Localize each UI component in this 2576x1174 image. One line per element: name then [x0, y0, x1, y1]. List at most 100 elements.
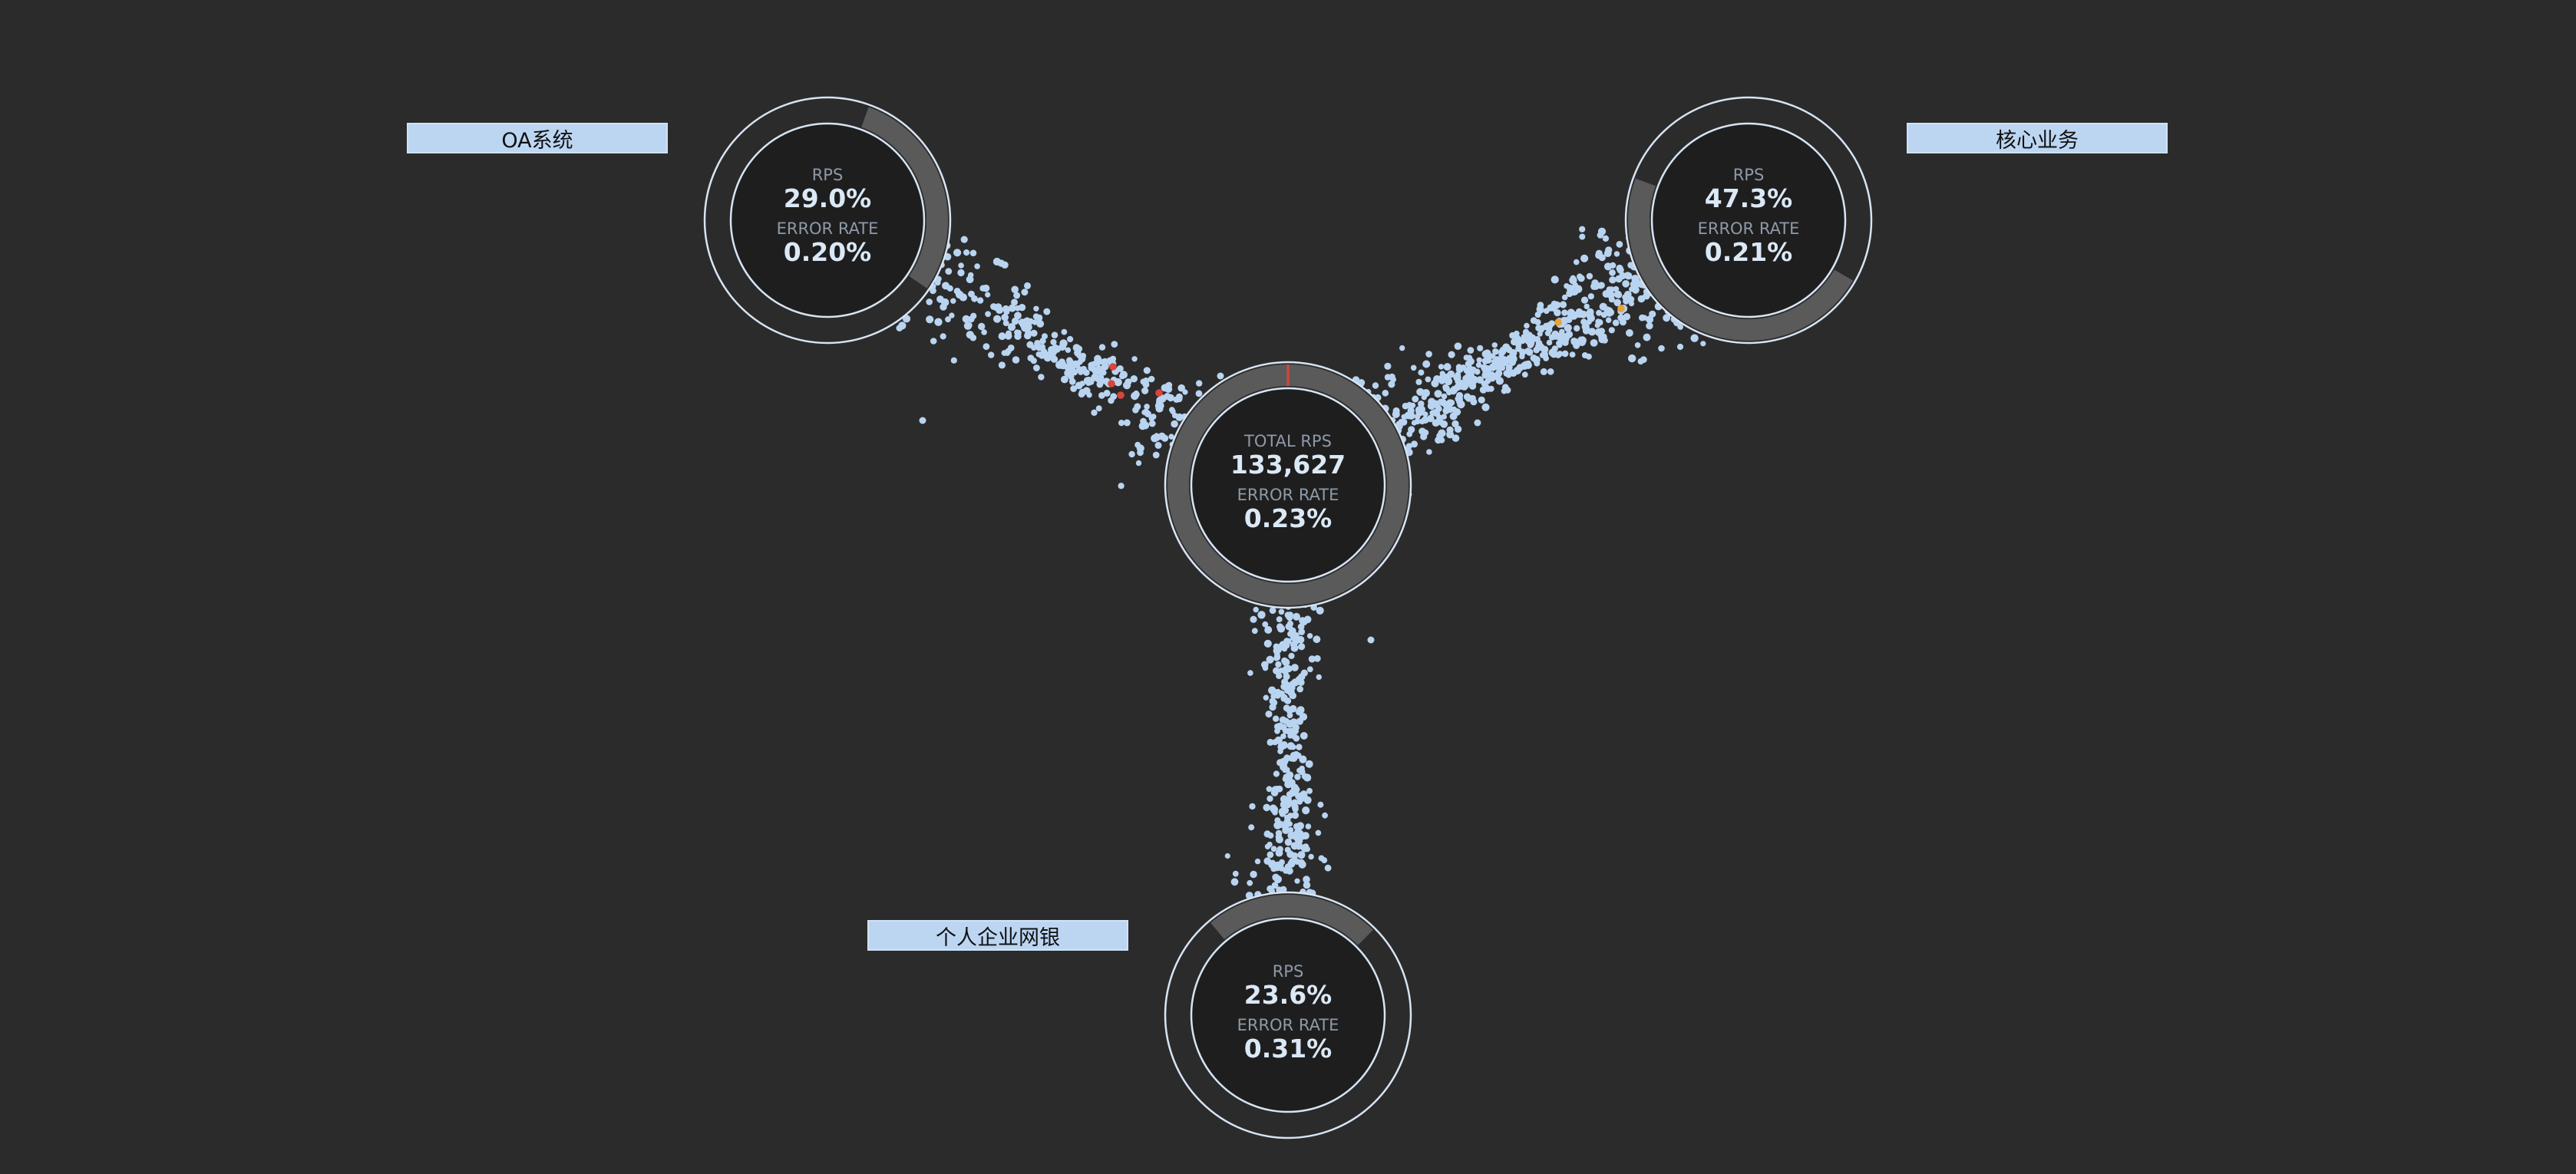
- request-particle: [1103, 390, 1111, 397]
- request-particle: [1058, 358, 1066, 366]
- oa-error-rate-label: ERROR RATE: [776, 219, 879, 238]
- request-particle: [1273, 667, 1280, 674]
- request-particle: [1438, 437, 1445, 444]
- request-particle: [1632, 285, 1640, 294]
- core-node[interactable]: [1624, 96, 1873, 345]
- request-particle: [1488, 374, 1496, 382]
- request-particle: [1030, 329, 1038, 337]
- request-particle: [1530, 317, 1537, 325]
- request-particle: [1646, 315, 1654, 324]
- request-particle: [1012, 356, 1020, 364]
- oa-node-label[interactable]: OA系统: [407, 123, 668, 153]
- request-particle: [1276, 820, 1284, 829]
- request-particle: [1690, 334, 1699, 342]
- request-particle: [1438, 364, 1445, 370]
- request-particle: [1280, 761, 1287, 770]
- request-particle: [1277, 743, 1286, 751]
- request-particle: [1367, 636, 1375, 644]
- request-particle: [1262, 664, 1269, 671]
- request-particle: [1446, 372, 1453, 379]
- core-rps-value: 47.3%: [1704, 183, 1793, 213]
- request-particle: [1382, 390, 1389, 397]
- oa-node[interactable]: [703, 96, 952, 345]
- request-particle: [1267, 851, 1274, 859]
- core-node-text[interactable]: RPS 47.3% ERROR RATE 0.21%: [1656, 166, 1841, 267]
- request-particle: [1613, 298, 1621, 307]
- request-particle: [1042, 333, 1048, 340]
- request-particle: [1492, 348, 1498, 355]
- request-particle: [988, 351, 995, 358]
- request-particle: [1072, 360, 1079, 368]
- request-particle: [1002, 320, 1009, 327]
- center-node[interactable]: [1164, 361, 1412, 609]
- request-particle: [1289, 800, 1296, 806]
- request-particle: [1275, 836, 1283, 844]
- request-particle: [1032, 313, 1039, 320]
- request-particle: [1372, 382, 1379, 389]
- request-particle: [1283, 773, 1290, 780]
- request-particle: [1420, 433, 1428, 440]
- request-particle: [1317, 801, 1324, 808]
- request-particle: [1280, 683, 1288, 691]
- request-particle: [1287, 733, 1293, 739]
- request-particle: [1278, 668, 1285, 674]
- request-particle: [1483, 367, 1491, 375]
- request-particle: [1306, 666, 1313, 673]
- request-particle: [1280, 795, 1288, 803]
- request-particle: [1274, 651, 1280, 658]
- request-particle: [1257, 611, 1266, 619]
- request-particle: [1068, 378, 1076, 385]
- request-particle: [1065, 347, 1072, 353]
- request-particle: [1451, 386, 1458, 394]
- request-particle: [1308, 853, 1314, 860]
- request-particle: [1083, 377, 1091, 384]
- request-particle: [1577, 275, 1585, 282]
- request-particle: [1276, 672, 1283, 679]
- personal-node-text[interactable]: RPS 23.6% ERROR RATE 0.31%: [1196, 962, 1380, 1064]
- personal-node[interactable]: [1164, 891, 1412, 1139]
- request-particle: [1296, 685, 1303, 693]
- request-particle: [1579, 226, 1586, 232]
- request-particle: [1078, 391, 1085, 398]
- request-particle: [1388, 381, 1395, 388]
- personal-node-label[interactable]: 个人企业网银: [867, 920, 1128, 951]
- request-particle: [1272, 739, 1278, 746]
- request-particle: [1293, 734, 1300, 742]
- request-particle: [969, 334, 977, 341]
- request-particle: [1004, 350, 1011, 356]
- request-particle: [1442, 401, 1451, 409]
- request-particle: [1123, 419, 1131, 427]
- request-particle: [1283, 642, 1290, 649]
- request-particle: [1164, 385, 1173, 393]
- request-particle: [1557, 341, 1563, 348]
- request-particle: [1438, 429, 1446, 437]
- request-particle: [1422, 411, 1428, 417]
- request-particle: [998, 332, 1006, 341]
- request-particle: [1619, 315, 1626, 322]
- request-particle: [1586, 312, 1594, 320]
- request-particle: [1416, 387, 1425, 396]
- request-particle: [1291, 664, 1299, 671]
- request-particle: [1619, 272, 1627, 280]
- request-particle: [1499, 364, 1506, 371]
- request-particle: [1441, 414, 1448, 420]
- request-particle: [1454, 425, 1462, 433]
- request-particle: [1078, 369, 1084, 375]
- request-particle: [1623, 291, 1632, 298]
- request-particle: [1286, 791, 1293, 798]
- request-particle: [930, 338, 937, 345]
- request-particle: [1027, 355, 1035, 361]
- request-particle: [1524, 322, 1530, 329]
- request-particle: [1451, 406, 1458, 414]
- core-node-label[interactable]: 核心业务: [1907, 123, 2168, 153]
- oa-node-text[interactable]: RPS 29.0% ERROR RATE 0.20%: [735, 166, 920, 267]
- request-particle: [1286, 720, 1294, 728]
- request-particle: [1217, 372, 1224, 380]
- request-particle: [1137, 449, 1144, 457]
- request-particle: [1148, 415, 1154, 422]
- request-particle: [1291, 811, 1300, 819]
- request-particle: [1298, 628, 1306, 635]
- request-particle: [1485, 351, 1491, 358]
- request-particle: [1546, 339, 1553, 346]
